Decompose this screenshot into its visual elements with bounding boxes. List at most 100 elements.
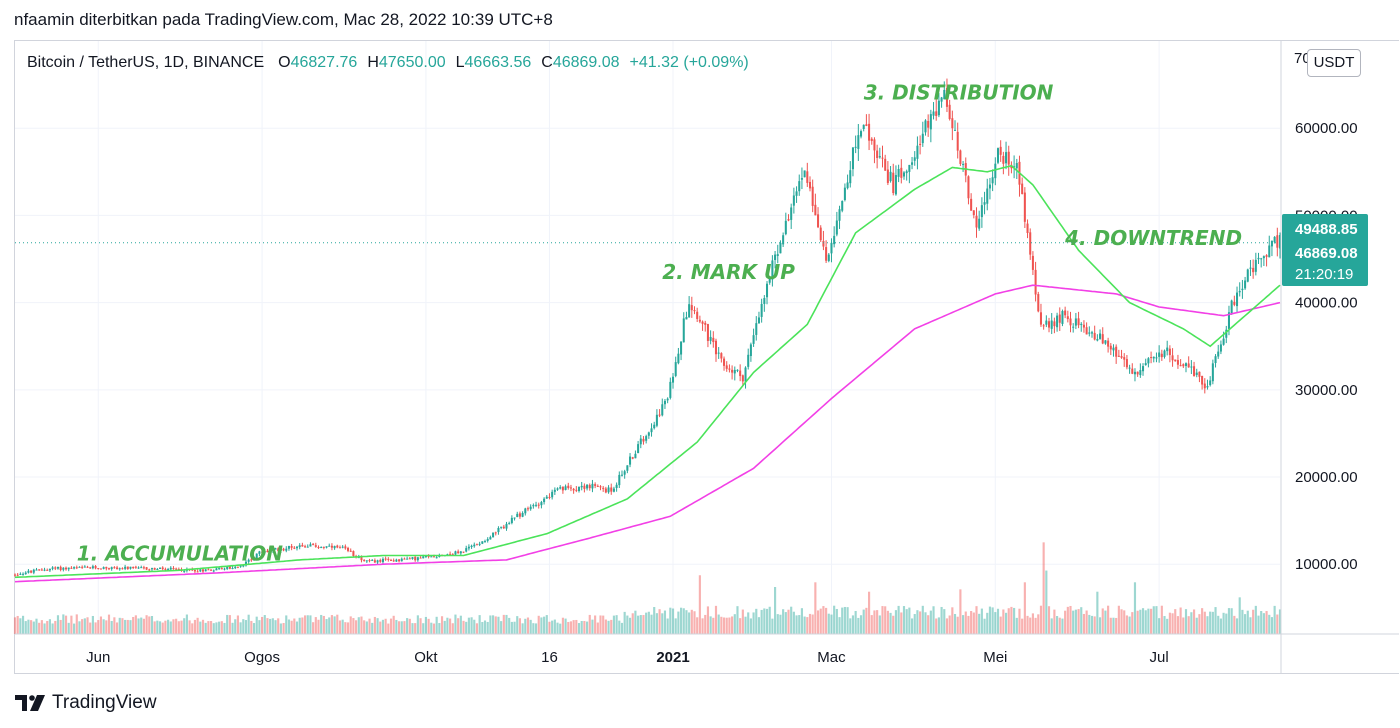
phase-annotations: 1. ACCUMULATION 2. MARK UP 3. DISTRIBUTION… [77, 80, 1242, 565]
volume-bar [400, 621, 403, 634]
volume-bar [1262, 613, 1265, 634]
volume-bar [639, 615, 642, 634]
volume-bar [180, 620, 183, 634]
volume-bar [1265, 611, 1268, 634]
currency-unit-button[interactable]: USDT [1307, 49, 1361, 77]
candle-body [306, 546, 309, 548]
volume-bar [1061, 618, 1064, 634]
candle-body [846, 182, 849, 189]
candle-body [521, 512, 524, 517]
candle-body [473, 544, 476, 547]
candle-body [1257, 257, 1260, 260]
x-tick-label: Mac [817, 649, 846, 666]
candle-body [1058, 314, 1061, 323]
candle-body [59, 566, 62, 570]
volume-bar [290, 620, 293, 634]
volume-bar [481, 621, 484, 634]
candle-body [1168, 348, 1171, 356]
candle-body [1193, 366, 1196, 376]
volume-bar [56, 615, 60, 634]
candle-body [137, 567, 140, 569]
candle-body [253, 558, 256, 561]
volume-bar [193, 619, 197, 634]
candle-body [145, 567, 148, 570]
volume-bar [843, 606, 846, 634]
volume-bar [1152, 606, 1155, 634]
volume-bar [379, 621, 382, 634]
volume-bar [298, 617, 301, 634]
volume-bar [1109, 617, 1112, 634]
volume-bar [46, 620, 49, 634]
volume-bar [626, 615, 629, 634]
volume-bar [150, 615, 154, 634]
volume-bar [231, 622, 234, 634]
volume-bar [86, 617, 89, 634]
volume-bar [666, 618, 669, 634]
candle-body [911, 162, 914, 165]
candle-body [38, 569, 41, 571]
candle-body [279, 548, 282, 551]
volume-bar [59, 619, 62, 634]
candle-body [357, 557, 360, 559]
volume-bar [62, 614, 65, 634]
volume-bar [1074, 609, 1077, 634]
volume-bar [1066, 606, 1069, 634]
candle-body [951, 118, 954, 129]
candle-body [978, 218, 981, 229]
tradingview-logo[interactable]: TradingView [14, 692, 157, 714]
volume-bar [51, 623, 54, 634]
volume-bar [884, 606, 887, 634]
candle-body [502, 526, 505, 529]
candle-body [129, 566, 132, 569]
volume-bar [48, 619, 51, 634]
candle-body [698, 319, 701, 322]
candle-body [800, 178, 803, 180]
volume-bar [196, 617, 199, 634]
fast-moving-average-line [14, 164, 1281, 579]
volume-bar [701, 618, 704, 634]
candle-body [432, 556, 436, 558]
candle-body [937, 100, 940, 116]
candle-body [478, 543, 481, 545]
candle-body [148, 569, 151, 571]
volume-bar [341, 619, 344, 634]
candle-body [841, 201, 844, 211]
candle-body [1037, 294, 1040, 312]
volume-bar [303, 615, 307, 634]
candle-body [481, 541, 484, 544]
candle-body [183, 571, 186, 573]
candle-body [70, 567, 73, 569]
candle-body [175, 568, 178, 570]
volume-bar [908, 607, 911, 634]
candle-body [607, 487, 610, 493]
candle-body [819, 227, 822, 241]
candle-body [1236, 292, 1239, 307]
candle-body [712, 337, 715, 343]
candle-body [986, 188, 989, 204]
countdown-badge: 21:20:19 [1295, 266, 1353, 283]
volume-bar [870, 615, 873, 634]
candle-body [623, 471, 626, 475]
candle-body [747, 354, 750, 367]
volume-bar [927, 615, 930, 634]
volume-bar [467, 617, 470, 634]
volume-bar [830, 614, 833, 634]
candle-body [1176, 360, 1179, 365]
volume-bar [440, 616, 444, 634]
candle-body [717, 352, 720, 354]
candle-body [825, 247, 828, 261]
candle-body [223, 568, 226, 570]
volume-bar [107, 614, 111, 634]
candle-body [806, 171, 809, 183]
candle-body [596, 485, 599, 487]
volume-bar [1179, 607, 1182, 634]
volume-bar [744, 616, 747, 634]
volume-bar [647, 611, 650, 634]
volume-bar [1002, 609, 1005, 634]
volume-bar [722, 617, 726, 634]
volume-bar [236, 615, 239, 634]
candle-body [755, 323, 758, 335]
candle-body [768, 278, 771, 283]
symbol-name[interactable]: Bitcoin / TetherUS, 1D, BINANCE [27, 54, 265, 71]
